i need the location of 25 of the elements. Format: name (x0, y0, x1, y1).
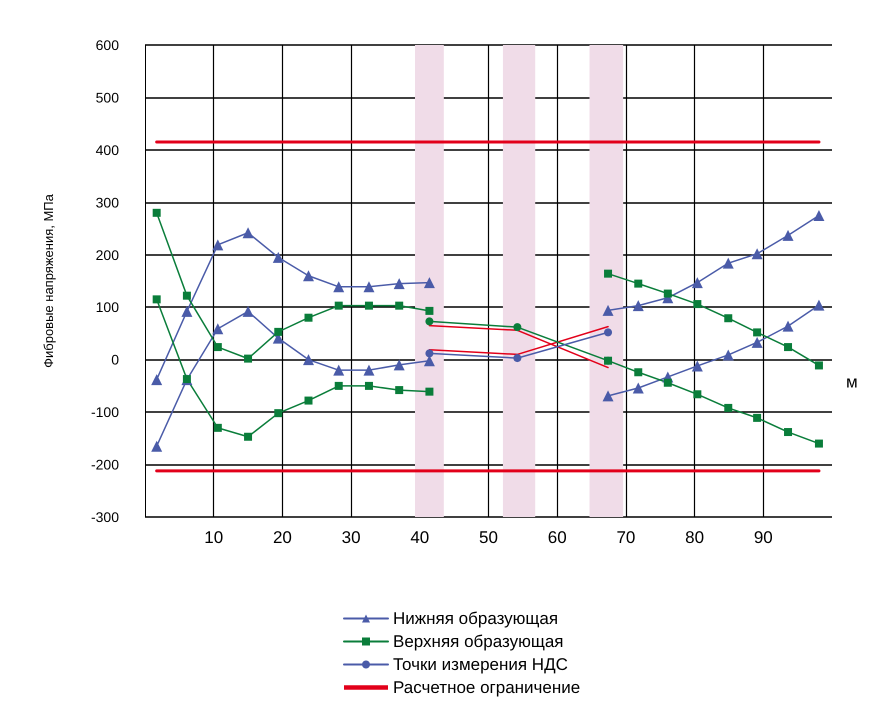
y-tick-label: 100 (96, 299, 120, 316)
x-tick-label: 50 (479, 528, 498, 547)
y-tick-label: 400 (96, 142, 120, 158)
x-tick-label: 90 (754, 528, 773, 547)
legend-label: Расчетное ограничение (393, 678, 580, 697)
y-axis-title: Фибровые напряжения, МПа (41, 193, 56, 368)
x-tick-label: 80 (685, 528, 704, 547)
y-tick-label: 300 (96, 194, 120, 210)
y-tick-label: 200 (96, 246, 120, 263)
legend-label: Точки измерения НДС (393, 655, 568, 674)
y-tick-label: 0 (111, 352, 120, 368)
legend-label: Нижняя образующая (393, 609, 558, 628)
x-tick-label: 10 (204, 528, 224, 547)
x-tick-label: 70 (616, 528, 636, 547)
y-tick-label: -100 (90, 404, 120, 420)
y-tick-label: -200 (90, 456, 120, 473)
x-tick-label: 20 (272, 528, 292, 547)
x-tick-label: 60 (548, 528, 567, 547)
y-tick-label: 500 (96, 89, 120, 106)
legend-label: Верхняя образующая (393, 632, 564, 651)
x-tick-label: 30 (342, 528, 361, 547)
x-tick-label: 40 (410, 528, 430, 547)
y-tick-label: -300 (90, 509, 120, 525)
y-tick-label: 600 (96, 37, 120, 53)
x-axis-title: м (846, 372, 858, 392)
